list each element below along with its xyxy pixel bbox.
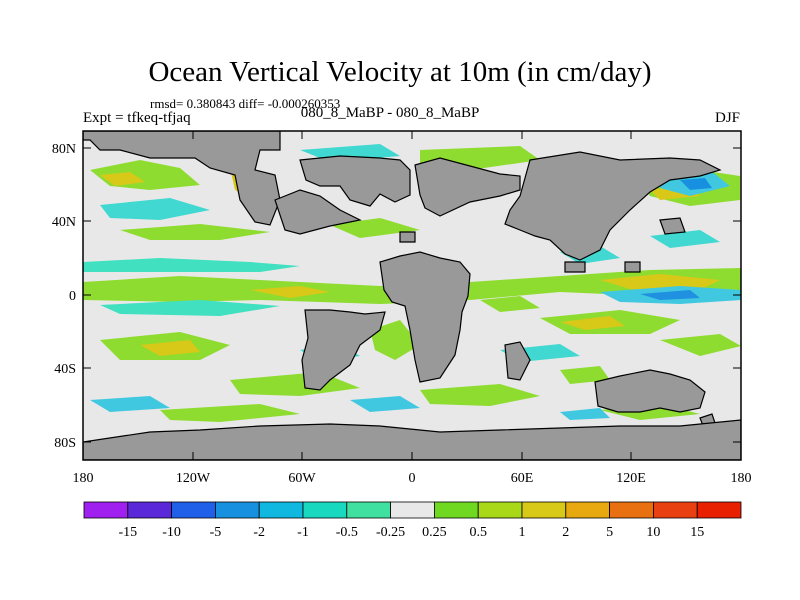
- colorbar-swatch: [302, 501, 348, 519]
- colorbar-label: -1: [297, 525, 309, 540]
- lat-label-0: 0: [69, 289, 76, 304]
- colorbar: -15 -10 -5 -2 -1 -0.5 -0.25 0.25 0.5 1 2 5 10 15: [83, 501, 742, 540]
- colorbar-label: 10: [646, 525, 660, 540]
- colorbar-swatch: [521, 501, 567, 519]
- season-label: DJF: [714, 110, 740, 126]
- colorbar-label: 0.25: [422, 525, 447, 540]
- lon-label-60w: 60W: [288, 471, 316, 486]
- lon-label-120w: 120W: [176, 471, 211, 486]
- colorbar-swatch: [477, 501, 523, 519]
- colorbar-label: -10: [162, 525, 181, 540]
- colorbar-swatch: [433, 501, 479, 519]
- lat-label-40s: 40S: [54, 362, 76, 377]
- colorbar-swatch: [171, 501, 216, 519]
- land-mask: [83, 131, 741, 460]
- lat-label-80s: 80S: [54, 436, 76, 451]
- colorbar-label: -5: [210, 525, 222, 540]
- colorbar-label: 1: [519, 525, 526, 540]
- lon-label-180w: 180: [73, 471, 94, 486]
- colorbar-label: 15: [690, 525, 704, 540]
- latitude-axis: 80N 40N 0 40S 80S: [52, 142, 741, 451]
- lon-label-180e: 180: [731, 471, 752, 486]
- colorbar-swatch: [127, 501, 173, 519]
- colorbar-swatch: [653, 501, 698, 519]
- lat-label-80n: 80N: [52, 142, 76, 157]
- colorbar-label: -0.5: [336, 525, 358, 540]
- colorbar-label: -2: [253, 525, 265, 540]
- stats-line: rmsd= 0.380843 diff= -0.000260353: [150, 96, 341, 111]
- lat-label-40n: 40N: [52, 215, 76, 230]
- colorbar-label: 0.5: [469, 525, 487, 540]
- colorbar-label: -15: [118, 525, 137, 540]
- colorbar-swatch: [609, 501, 654, 519]
- colorbar-swatch: [390, 501, 435, 519]
- colorbar-label: 2: [562, 525, 569, 540]
- longitude-axis: 180 120W 60W 0 60E 120E 180: [73, 131, 752, 486]
- colorbar-swatch: [83, 501, 129, 519]
- map-title: Ocean Vertical Velocity at 10m (in cm/da…: [148, 56, 652, 88]
- colorbar-swatch: [565, 501, 610, 519]
- colorbar-swatch: [258, 501, 304, 519]
- lon-label-60e: 60E: [511, 471, 534, 486]
- experiment-label: Expt = tfkeq-tfjaq: [83, 110, 191, 126]
- case-label: 080_8_MaBP - 080_8_MaBP: [300, 105, 480, 121]
- colorbar-label: 5: [606, 525, 613, 540]
- colorbar-swatch: [346, 501, 391, 519]
- lon-label-0: 0: [409, 471, 416, 486]
- colorbar-swatch: [696, 501, 742, 519]
- colorbar-swatch: [214, 501, 260, 519]
- colorbar-label: -0.25: [376, 525, 405, 540]
- lon-label-120e: 120E: [616, 471, 646, 486]
